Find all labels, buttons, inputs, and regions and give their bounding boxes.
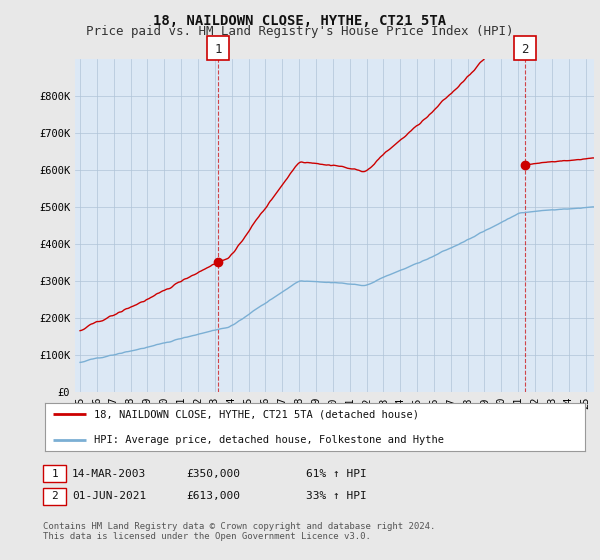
Text: 1: 1 bbox=[51, 469, 58, 479]
Text: £613,000: £613,000 bbox=[186, 491, 240, 501]
Text: 61% ↑ HPI: 61% ↑ HPI bbox=[306, 469, 367, 479]
Text: 33% ↑ HPI: 33% ↑ HPI bbox=[306, 491, 367, 501]
Text: HPI: Average price, detached house, Folkestone and Hythe: HPI: Average price, detached house, Folk… bbox=[94, 435, 443, 445]
Text: 01-JUN-2021: 01-JUN-2021 bbox=[72, 491, 146, 501]
Text: Price paid vs. HM Land Registry's House Price Index (HPI): Price paid vs. HM Land Registry's House … bbox=[86, 25, 514, 38]
Text: 2: 2 bbox=[51, 491, 58, 501]
Text: 18, NAILDOWN CLOSE, HYTHE, CT21 5TA: 18, NAILDOWN CLOSE, HYTHE, CT21 5TA bbox=[154, 14, 446, 28]
Text: £350,000: £350,000 bbox=[186, 469, 240, 479]
Text: 1: 1 bbox=[214, 43, 222, 56]
Text: 18, NAILDOWN CLOSE, HYTHE, CT21 5TA (detached house): 18, NAILDOWN CLOSE, HYTHE, CT21 5TA (det… bbox=[94, 409, 419, 419]
Text: 2: 2 bbox=[521, 43, 529, 56]
Text: 14-MAR-2003: 14-MAR-2003 bbox=[72, 469, 146, 479]
Text: Contains HM Land Registry data © Crown copyright and database right 2024.
This d: Contains HM Land Registry data © Crown c… bbox=[43, 522, 436, 542]
